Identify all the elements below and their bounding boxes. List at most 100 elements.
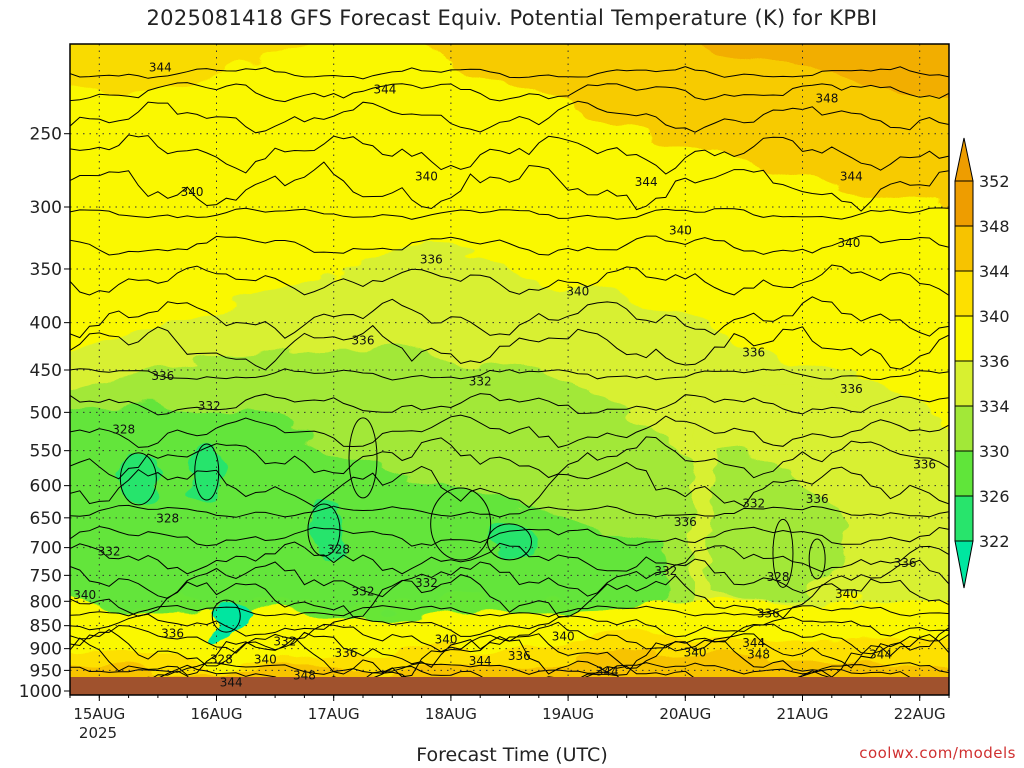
contour-label: 336 bbox=[161, 627, 184, 641]
contour-label: 332 bbox=[654, 564, 677, 578]
y-tick-label: 650 bbox=[30, 509, 62, 529]
contour-label: 340 bbox=[181, 185, 204, 199]
contour-label: 332 bbox=[742, 496, 765, 510]
contour-label: 336 bbox=[913, 457, 936, 471]
colorbar-tick-label: 334 bbox=[979, 397, 1010, 416]
contour-label: 348 bbox=[747, 647, 770, 661]
y-tick-label: 250 bbox=[30, 125, 62, 145]
contour-label: 340 bbox=[552, 629, 575, 643]
contour-label: 340 bbox=[669, 223, 692, 237]
contour-label: 340 bbox=[566, 284, 589, 298]
contour-label: 344 bbox=[840, 169, 863, 183]
contour-label: 328 bbox=[327, 542, 350, 556]
contour-label: 344 bbox=[374, 83, 397, 97]
y-tick-label: 350 bbox=[30, 260, 62, 280]
contour-label: 348 bbox=[293, 668, 316, 682]
y-tick-label: 750 bbox=[30, 566, 62, 586]
y-tick-label: 1000 bbox=[19, 682, 62, 702]
x-tick-label: 16AUG bbox=[191, 705, 243, 723]
contour-label: 336 bbox=[742, 346, 765, 360]
y-tick-label: 950 bbox=[30, 661, 62, 681]
contour-label: 328 bbox=[767, 570, 790, 584]
contour-label: 340 bbox=[837, 236, 860, 250]
contour-label: 332 bbox=[98, 545, 121, 559]
x-tick-label: 22AUG bbox=[894, 705, 946, 723]
colorbar-tick-label: 326 bbox=[979, 487, 1010, 506]
y-tick-label: 600 bbox=[30, 477, 62, 497]
contour-label: 328 bbox=[112, 423, 135, 437]
contour-label: 336 bbox=[352, 333, 375, 347]
contour-label: 336 bbox=[806, 492, 829, 506]
contour-label: 332 bbox=[352, 585, 375, 599]
contour-label: 336 bbox=[334, 646, 357, 660]
y-tick-label: 900 bbox=[30, 640, 62, 660]
colorbar-segment bbox=[954, 495, 974, 542]
contour-label: 344 bbox=[220, 675, 243, 689]
contour-label: 344 bbox=[596, 665, 619, 679]
colorbar-tick-label: 322 bbox=[979, 532, 1010, 551]
colorbar: 352 348 344 340 336 334 330 326 322 bbox=[954, 137, 1010, 589]
colorbar-top-arrow bbox=[954, 137, 974, 182]
colorbar-segment bbox=[954, 360, 974, 407]
y-tick-label: 450 bbox=[30, 361, 62, 381]
contour-label: 348 bbox=[815, 91, 838, 105]
ground-band bbox=[70, 677, 949, 695]
contour-label: 340 bbox=[73, 588, 96, 602]
contour-label: 336 bbox=[420, 253, 443, 267]
y-tick-label: 550 bbox=[30, 442, 62, 462]
contour-label: 332 bbox=[273, 634, 296, 648]
x-tick-label: 17AUG bbox=[308, 705, 360, 723]
colorbar-segment bbox=[954, 405, 974, 452]
contour-label: 336 bbox=[508, 649, 531, 663]
contour-label: 336 bbox=[674, 515, 697, 529]
colorbar-tick-label: 348 bbox=[979, 217, 1010, 236]
contour-label: 344 bbox=[869, 647, 892, 661]
contour-label: 344 bbox=[635, 175, 658, 189]
gridlines bbox=[70, 44, 949, 695]
x-tick-label: 15AUG bbox=[73, 705, 125, 723]
y-axis: 250 300 350 400 450 500 550 600 650 700 750 800 850 9… bbox=[19, 125, 70, 702]
colorbar-segment bbox=[954, 270, 974, 317]
contour-label: 340 bbox=[415, 169, 438, 183]
contour-label: 344 bbox=[469, 654, 492, 668]
x-tick-label: 19AUG bbox=[542, 705, 594, 723]
contour-label: 340 bbox=[835, 587, 858, 601]
colorbar-tick-label: 336 bbox=[979, 352, 1010, 371]
x-axis-year-label: 2025 bbox=[79, 724, 117, 742]
credit-link[interactable]: coolwx.com/models bbox=[859, 744, 1016, 762]
contour-label: 328 bbox=[210, 653, 233, 667]
contour-label: 336 bbox=[894, 556, 917, 570]
colorbar-segment bbox=[954, 225, 974, 272]
y-tick-label: 300 bbox=[30, 198, 62, 218]
x-tick-label: 18AUG bbox=[425, 705, 477, 723]
x-tick-label: 21AUG bbox=[777, 705, 829, 723]
x-axis-title: Forecast Time (UTC) bbox=[416, 744, 608, 766]
contour-label: 344 bbox=[149, 60, 172, 74]
colorbar-tick-label: 352 bbox=[979, 172, 1010, 191]
y-tick-label: 700 bbox=[30, 539, 62, 559]
contour-label: 340 bbox=[435, 633, 458, 647]
x-tick-label: 20AUG bbox=[659, 705, 711, 723]
y-tick-label: 500 bbox=[30, 403, 62, 423]
contour-label: 340 bbox=[684, 646, 707, 660]
contour-label: 340 bbox=[254, 653, 277, 667]
colorbar-tick-label: 340 bbox=[979, 307, 1010, 326]
y-tick-label: 850 bbox=[30, 617, 62, 637]
colorbar-segment bbox=[954, 315, 974, 362]
x-axis: 2025 15AUG 16AUG 17AUG 18AUG 19AUG 20AUG 21AUG… bbox=[69, 695, 950, 742]
contour-label: 332 bbox=[415, 576, 438, 590]
colorbar-segment bbox=[954, 180, 974, 227]
colorbar-tick-label: 344 bbox=[979, 262, 1010, 281]
y-tick-label: 800 bbox=[30, 592, 62, 612]
colorbar-tick-label: 330 bbox=[979, 442, 1010, 461]
contour-label: 336 bbox=[840, 382, 863, 396]
contour-label: 336 bbox=[757, 607, 780, 621]
contour-label: 332 bbox=[469, 374, 492, 388]
contour-label: 336 bbox=[151, 369, 174, 383]
colorbar-bottom-arrow bbox=[954, 540, 974, 589]
contour-label: 344 bbox=[742, 636, 765, 650]
y-tick-label: 400 bbox=[30, 314, 62, 334]
contour-label: 328 bbox=[156, 511, 179, 525]
